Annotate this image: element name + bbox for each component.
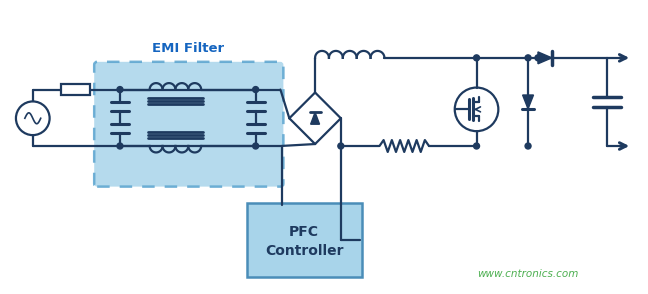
- FancyBboxPatch shape: [247, 203, 362, 277]
- Text: Controller: Controller: [265, 243, 343, 258]
- Circle shape: [117, 143, 123, 149]
- Circle shape: [117, 86, 123, 93]
- FancyBboxPatch shape: [94, 62, 283, 187]
- Circle shape: [474, 55, 480, 61]
- Text: PFC: PFC: [289, 225, 319, 239]
- Polygon shape: [310, 112, 319, 124]
- Polygon shape: [538, 52, 552, 64]
- Circle shape: [474, 143, 480, 149]
- Circle shape: [338, 143, 344, 149]
- Text: www.cntronics.com: www.cntronics.com: [478, 269, 579, 279]
- FancyBboxPatch shape: [60, 83, 90, 96]
- Circle shape: [525, 55, 531, 61]
- Circle shape: [253, 143, 259, 149]
- Circle shape: [525, 143, 531, 149]
- Circle shape: [253, 86, 259, 93]
- Polygon shape: [522, 95, 533, 109]
- Circle shape: [535, 55, 541, 61]
- Text: EMI Filter: EMI Filter: [152, 42, 224, 55]
